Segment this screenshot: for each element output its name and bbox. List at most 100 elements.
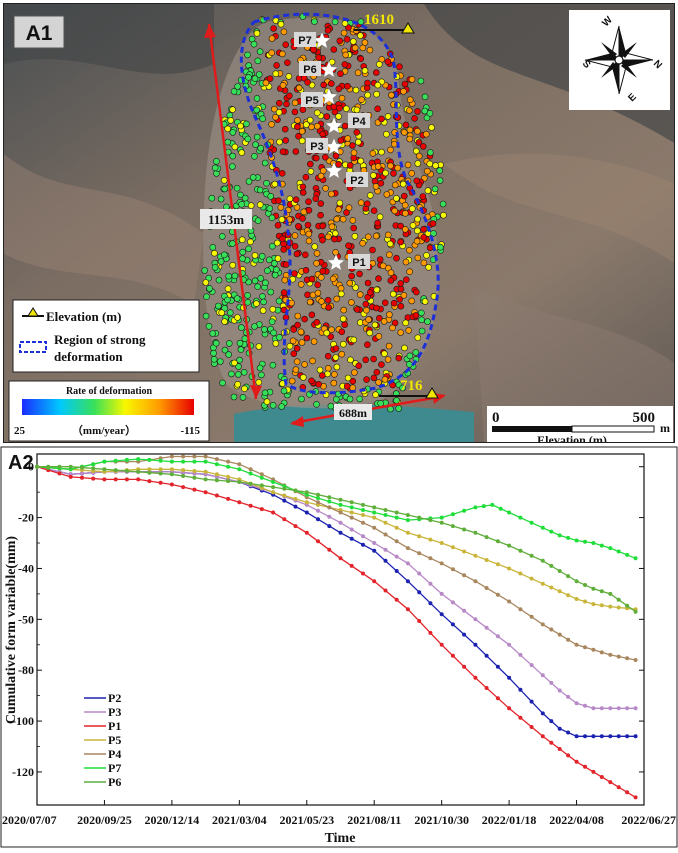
insar-point	[256, 201, 264, 208]
series-point	[450, 567, 455, 572]
insar-point	[294, 321, 301, 329]
series-point	[316, 496, 320, 501]
series-point	[608, 652, 613, 657]
insar-point	[257, 274, 265, 282]
series-lines	[35, 454, 638, 800]
insar-point	[420, 234, 428, 241]
insar-point	[341, 122, 349, 130]
insar-point	[280, 246, 288, 253]
insar-point	[341, 321, 349, 329]
series-point	[361, 542, 365, 547]
y-tick-label: -100	[12, 714, 34, 728]
insar-point	[414, 160, 422, 167]
elevation-triangle-icon	[425, 387, 439, 399]
insar-point	[230, 393, 238, 401]
terrain-ridge	[4, 154, 204, 304]
insar-point	[291, 270, 298, 277]
monitoring-point-label-box	[348, 254, 370, 269]
insar-point	[358, 96, 365, 103]
insar-point	[356, 32, 364, 39]
scalebar-box	[487, 406, 673, 442]
series-point	[349, 527, 354, 532]
insar-point	[272, 340, 280, 347]
series-point	[91, 462, 96, 467]
series-point	[529, 520, 534, 525]
series-point	[203, 469, 208, 474]
monitoring-points: P7 P6 P5 P4 P3 P2 P1	[294, 31, 370, 271]
series-point	[484, 535, 489, 540]
insar-point	[348, 272, 355, 280]
series-point	[181, 468, 186, 473]
insar-point	[421, 93, 429, 101]
insar-point	[239, 248, 246, 256]
insar-point	[330, 46, 338, 53]
series-point	[450, 524, 455, 529]
insar-point	[225, 351, 232, 358]
insar-point	[229, 106, 236, 113]
series-point	[566, 730, 571, 735]
series-point	[507, 675, 512, 680]
series-point	[462, 608, 467, 613]
x-tick-label: 2022/06/27	[621, 813, 676, 827]
insar-point	[201, 267, 208, 274]
series-point	[405, 579, 410, 584]
series-point	[181, 474, 186, 478]
insar-point	[375, 60, 383, 68]
insar-point	[299, 183, 307, 191]
insar-point	[401, 210, 409, 217]
insar-point	[231, 143, 239, 151]
insar-point	[408, 205, 416, 212]
insar-point	[253, 29, 261, 37]
series-point	[327, 514, 332, 519]
insar-point	[319, 236, 326, 244]
insar-point	[281, 125, 289, 133]
series-point	[428, 630, 433, 635]
insar-point	[359, 239, 367, 247]
insar-point	[304, 79, 311, 86]
insar-point	[230, 88, 238, 95]
series-point	[169, 482, 174, 487]
series-point	[237, 462, 242, 467]
insar-point	[253, 95, 261, 102]
insar-point	[238, 324, 245, 331]
region-legend-label-line2: deformation	[54, 349, 123, 364]
insar-point	[404, 161, 412, 169]
insar-point	[313, 400, 320, 408]
insar-point	[327, 402, 335, 410]
series-point	[203, 490, 208, 495]
y-tick-label: -80	[18, 663, 34, 677]
series-point	[158, 480, 163, 485]
insar-point	[437, 243, 444, 251]
insar-point	[274, 222, 282, 229]
x-tick-label: 2021/03/04	[212, 813, 267, 827]
series-point	[338, 556, 343, 561]
insar-point	[293, 358, 301, 366]
series-point	[518, 687, 523, 692]
series-point	[591, 706, 596, 711]
insar-point	[332, 152, 340, 160]
legend-label: P1	[108, 719, 121, 733]
series-point	[599, 650, 604, 655]
series-point	[68, 474, 73, 479]
series-point	[557, 726, 562, 731]
series-point	[304, 500, 309, 505]
insar-point	[415, 139, 423, 146]
series-point	[203, 459, 208, 464]
insar-point	[346, 395, 354, 403]
insar-point	[253, 133, 261, 141]
insar-point	[391, 207, 399, 215]
insar-point	[313, 250, 321, 257]
insar-point	[339, 315, 347, 323]
series-point	[383, 558, 388, 563]
series-point	[574, 701, 579, 706]
x-tick-label: 2022/01/18	[482, 813, 537, 827]
insar-point	[363, 306, 370, 314]
series-point	[147, 457, 152, 462]
series-point	[428, 601, 433, 606]
insar-point	[414, 215, 421, 223]
insar-point	[332, 354, 340, 361]
series-point	[394, 510, 399, 515]
series-point	[507, 566, 512, 571]
insar-point	[273, 266, 280, 274]
series-point	[450, 512, 455, 517]
